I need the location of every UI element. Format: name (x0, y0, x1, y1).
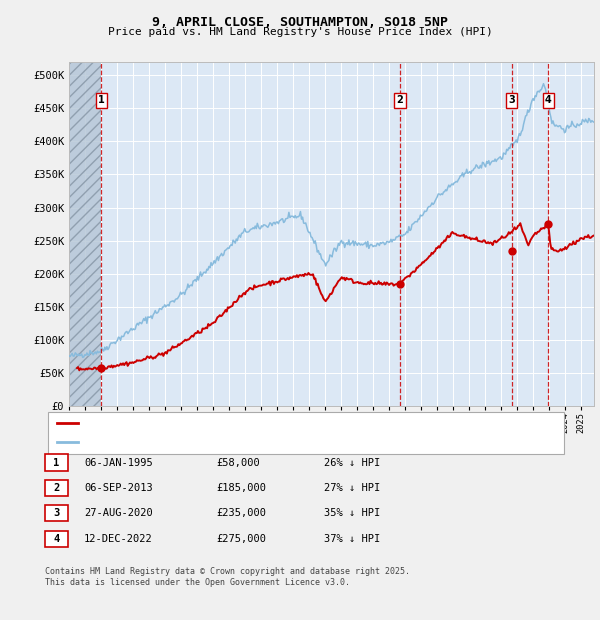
Text: 1: 1 (98, 95, 105, 105)
Text: £185,000: £185,000 (216, 483, 266, 493)
Bar (69, 62, 101, 406)
Text: £235,000: £235,000 (216, 508, 266, 518)
Text: 27-AUG-2020: 27-AUG-2020 (84, 508, 153, 518)
Text: HPI: Average price, detached house, Southampton: HPI: Average price, detached house, Sout… (81, 437, 357, 447)
Text: 26% ↓ HPI: 26% ↓ HPI (324, 458, 380, 467)
Text: 4: 4 (53, 534, 59, 544)
Text: 2: 2 (53, 483, 59, 493)
Text: 3: 3 (508, 95, 515, 105)
Text: 2: 2 (397, 95, 403, 105)
Text: £58,000: £58,000 (216, 458, 260, 467)
Text: 1: 1 (53, 458, 59, 467)
Text: £275,000: £275,000 (216, 534, 266, 544)
Text: 37% ↓ HPI: 37% ↓ HPI (324, 534, 380, 544)
Text: 4: 4 (545, 95, 552, 105)
Text: Price paid vs. HM Land Registry's House Price Index (HPI): Price paid vs. HM Land Registry's House … (107, 27, 493, 37)
Text: 12-DEC-2022: 12-DEC-2022 (84, 534, 153, 544)
Text: Contains HM Land Registry data © Crown copyright and database right 2025.
This d: Contains HM Land Registry data © Crown c… (45, 567, 410, 587)
Text: 9, APRIL CLOSE, SOUTHAMPTON, SO18 5NP: 9, APRIL CLOSE, SOUTHAMPTON, SO18 5NP (152, 16, 448, 29)
Text: 9, APRIL CLOSE, SOUTHAMPTON, SO18 5NP (detached house): 9, APRIL CLOSE, SOUTHAMPTON, SO18 5NP (d… (81, 418, 398, 428)
Text: 27% ↓ HPI: 27% ↓ HPI (324, 483, 380, 493)
Text: 35% ↓ HPI: 35% ↓ HPI (324, 508, 380, 518)
Text: 3: 3 (53, 508, 59, 518)
Text: 06-JAN-1995: 06-JAN-1995 (84, 458, 153, 467)
Text: 06-SEP-2013: 06-SEP-2013 (84, 483, 153, 493)
